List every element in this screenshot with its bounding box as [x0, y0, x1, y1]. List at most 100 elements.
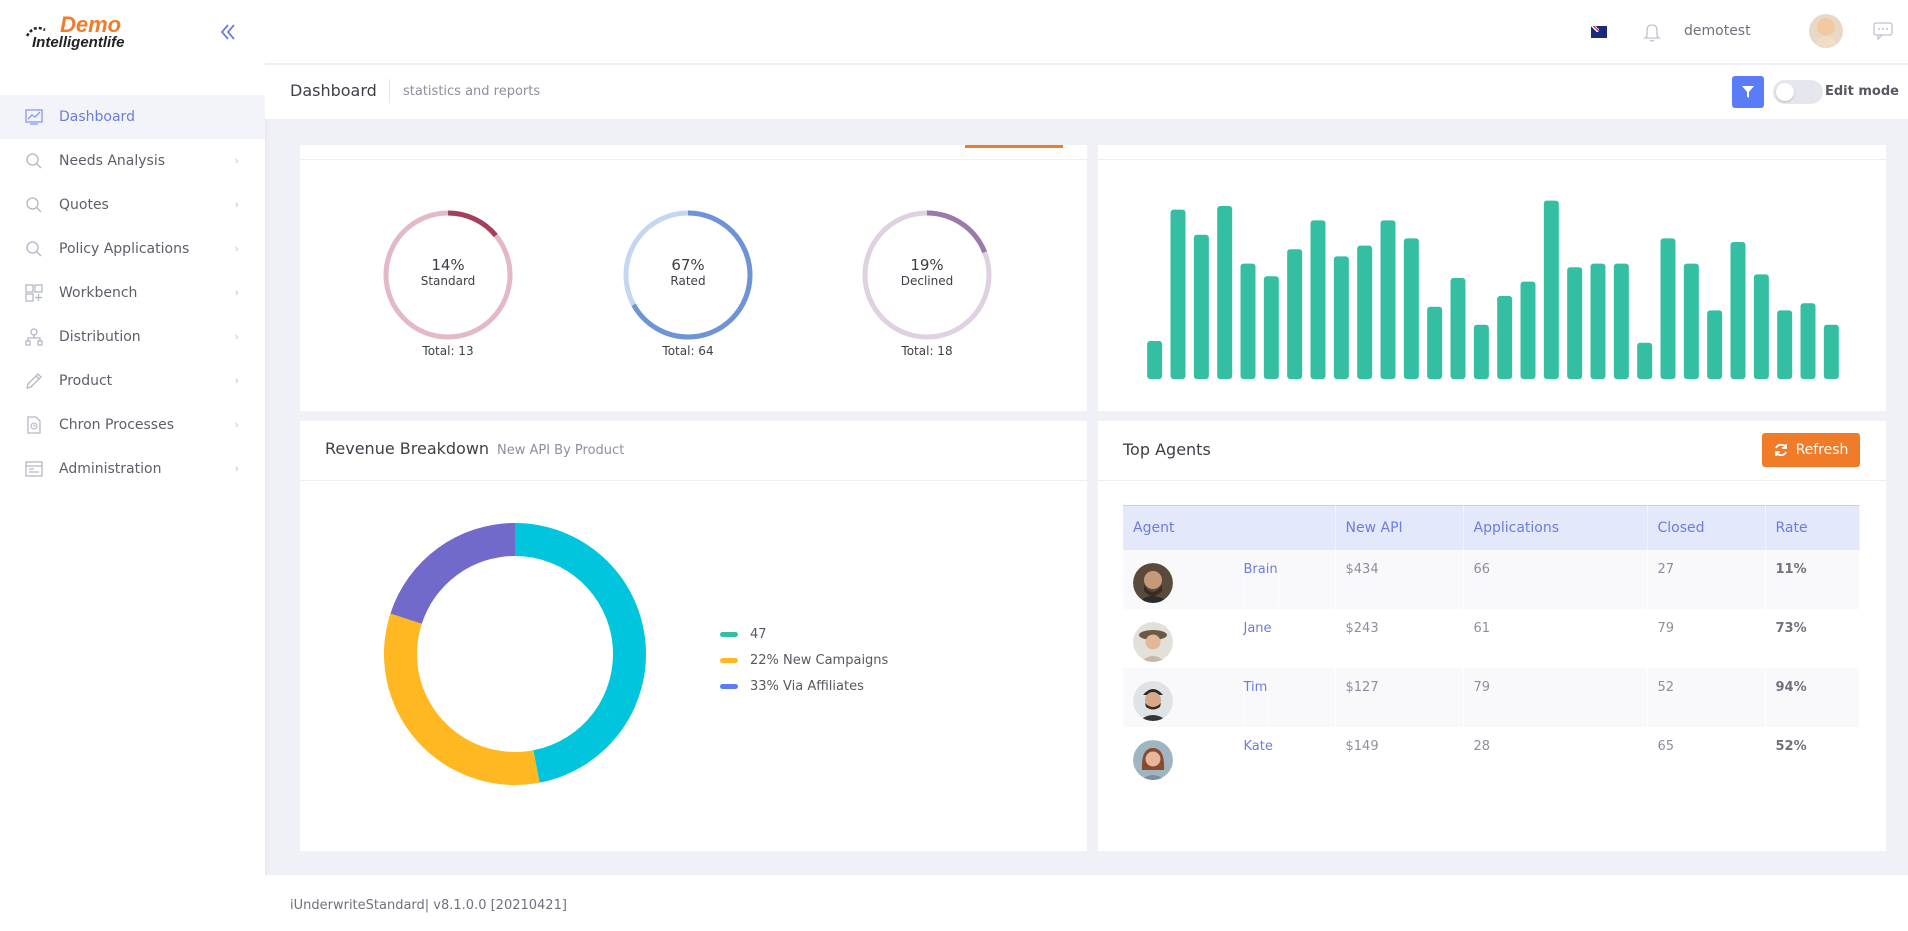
applications-cell: 28 [1463, 726, 1648, 786]
table-header-row: Agent New API Applications Closed Rate [1123, 505, 1860, 550]
panel-action-button[interactable] [965, 145, 1063, 148]
bar[interactable] [1287, 249, 1303, 379]
language-flag-icon[interactable] [1591, 26, 1607, 38]
bar[interactable] [1497, 296, 1513, 379]
bar[interactable] [1427, 306, 1443, 379]
donut-slice[interactable] [384, 613, 540, 785]
sidebar-item-label: Chron Processes [59, 417, 175, 433]
refresh-icon [1774, 443, 1787, 457]
bar[interactable] [1310, 220, 1326, 379]
panel-title: Top Agents [1123, 440, 1211, 459]
sidebar-collapse-button[interactable] [216, 20, 240, 44]
footer: iUnderwriteStandard| v8.1.0.0 [20210421] [265, 875, 1908, 931]
bar[interactable] [1403, 238, 1419, 379]
divider [300, 480, 1087, 481]
search-icon [24, 151, 44, 171]
bar[interactable] [1380, 220, 1396, 379]
sidebar-item-dashboard[interactable]: Dashboard [0, 95, 265, 139]
bar[interactable] [1590, 263, 1606, 379]
bar[interactable] [1450, 278, 1466, 379]
sidebar-item-workbench[interactable]: Workbench › [0, 271, 265, 315]
bar[interactable] [1660, 238, 1676, 379]
rate-cell: 73% [1765, 608, 1860, 668]
sidebar-nav: Dashboard Needs Analysis › Quotes › Poli… [0, 95, 265, 491]
bar[interactable] [1147, 341, 1163, 379]
bar[interactable] [1800, 303, 1816, 379]
table-row[interactable]: Brain $434 66 27 11% [1123, 549, 1860, 609]
bar[interactable] [1217, 206, 1233, 379]
bar[interactable] [1543, 200, 1559, 379]
table-row[interactable]: Jane $243 61 79 73% [1123, 608, 1860, 668]
agent-name[interactable]: Kate [1243, 738, 1274, 784]
bar[interactable] [1473, 324, 1489, 379]
bar[interactable] [1263, 276, 1279, 379]
sidebar-item-policy-applications[interactable]: Policy Applications › [0, 227, 265, 271]
bar[interactable] [1777, 310, 1793, 379]
gauge-arc [383, 210, 513, 340]
column-header[interactable]: Closed [1647, 505, 1766, 550]
logo-brand-text: Intelligentlife [32, 34, 125, 51]
gauge-rated: 67% Rated [623, 210, 753, 340]
agent-avatar[interactable] [1133, 562, 1173, 603]
agent-name[interactable]: Tim [1243, 679, 1269, 725]
divider [389, 79, 390, 103]
column-header[interactable]: Applications [1463, 505, 1648, 550]
bell-icon[interactable] [1643, 22, 1661, 42]
bar[interactable] [1193, 234, 1209, 379]
sidebar-item-product[interactable]: Product › [0, 359, 265, 403]
agent-avatar[interactable] [1133, 739, 1173, 780]
chevron-right-icon: › [234, 286, 239, 299]
agent-avatar[interactable] [1133, 680, 1173, 721]
sidebar-item-quotes[interactable]: Quotes › [0, 183, 265, 227]
search-icon [24, 239, 44, 259]
donut-slice[interactable] [390, 523, 515, 624]
footer-version-text: iUnderwriteStandard| v8.1.0.0 [20210421] [290, 898, 567, 913]
logo[interactable]: Demo Intelligentlife [26, 12, 156, 54]
bar[interactable] [1357, 245, 1373, 379]
bar[interactable] [1730, 242, 1746, 379]
chat-icon[interactable] [1873, 22, 1893, 41]
bar[interactable] [1707, 310, 1723, 379]
new-api-cell: $434 [1335, 549, 1464, 609]
bar[interactable] [1170, 209, 1186, 379]
legend-label: 47 [750, 626, 767, 642]
sidebar-item-chron-processes[interactable]: Chron Processes › [0, 403, 265, 447]
refresh-button[interactable]: Refresh [1762, 433, 1860, 467]
bar[interactable] [1567, 267, 1583, 379]
grid-icon [24, 283, 44, 303]
legend-swatch [720, 657, 738, 663]
column-header[interactable]: Rate [1765, 505, 1860, 550]
bar[interactable] [1823, 324, 1839, 379]
column-header[interactable]: Agent [1123, 505, 1336, 550]
sidebar-item-administration[interactable]: Administration › [0, 447, 265, 491]
agents-table: Agent New API Applications Closed Rate B… [1123, 505, 1860, 786]
bar[interactable] [1333, 256, 1349, 379]
agent-avatar[interactable] [1133, 621, 1173, 662]
filter-button[interactable] [1732, 76, 1764, 108]
agent-name[interactable]: Jane [1243, 620, 1273, 666]
donut-slice[interactable] [515, 523, 646, 783]
table-row[interactable]: Tim $127 79 52 94% [1123, 667, 1860, 727]
table-row[interactable]: Kate $149 28 65 52% [1123, 726, 1860, 786]
bar[interactable] [1613, 263, 1629, 379]
pencil-icon [24, 371, 44, 391]
sidebar-item-distribution[interactable]: Distribution › [0, 315, 265, 359]
subheader: Dashboard statistics and reports Edit mo… [265, 65, 1908, 119]
column-header[interactable]: New API [1335, 505, 1464, 550]
username[interactable]: demotest [1684, 23, 1751, 39]
sidebar-item-needs-analysis[interactable]: Needs Analysis › [0, 139, 265, 183]
bar[interactable] [1520, 281, 1536, 379]
agent-name[interactable]: Brain [1243, 561, 1279, 607]
bar[interactable] [1683, 263, 1699, 379]
settings-panel-icon [24, 459, 44, 479]
edit-mode-toggle[interactable] [1773, 80, 1823, 104]
sidebar-item-label: Policy Applications [59, 241, 190, 257]
page-title: Dashboard [290, 81, 377, 100]
sidebar-item-label: Needs Analysis [59, 153, 166, 169]
user-avatar[interactable] [1809, 14, 1843, 48]
new-api-cell: $149 [1335, 726, 1464, 786]
gauge-total: Total: 64 [662, 344, 714, 358]
bar[interactable] [1637, 342, 1653, 379]
bar[interactable] [1240, 263, 1256, 379]
bar[interactable] [1753, 274, 1769, 379]
